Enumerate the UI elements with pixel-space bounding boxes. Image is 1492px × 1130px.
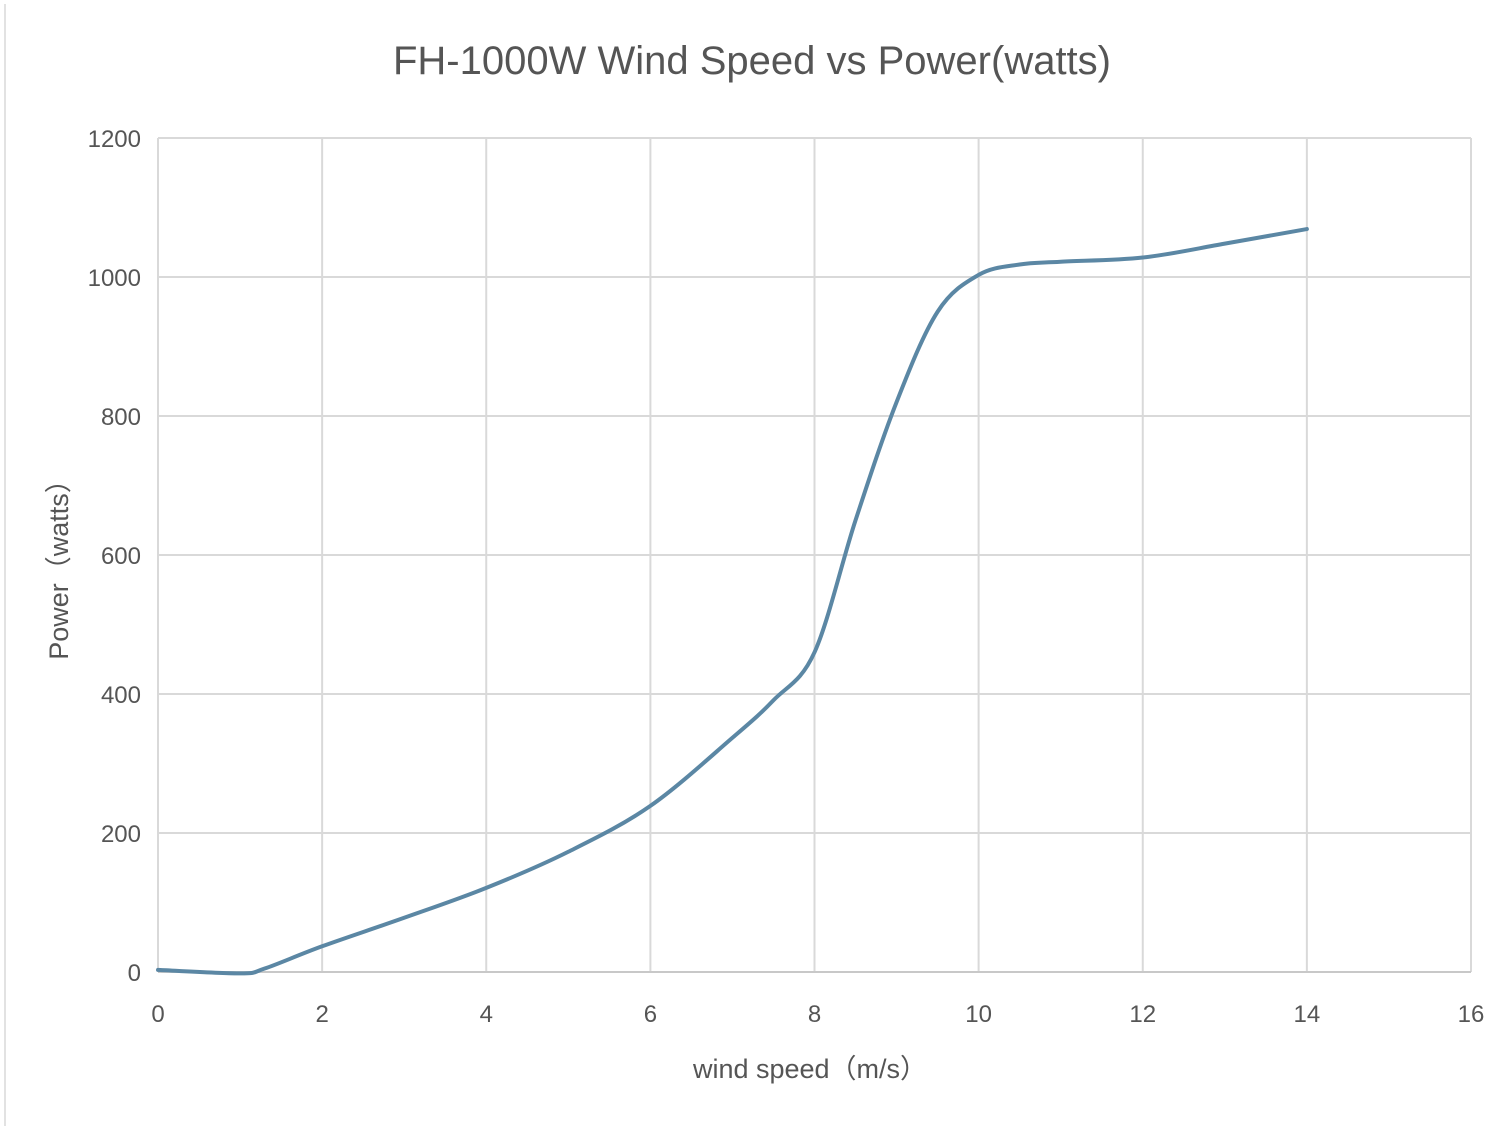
x-tick-label: 0 [151,1001,164,1028]
y-tick-label: 1000 [88,265,141,292]
x-tick-label: 2 [315,1001,328,1028]
x-tick-label: 14 [1294,1001,1321,1028]
grid [157,137,1472,973]
x-tick-label: 12 [1129,1001,1156,1028]
x-axis-ticks: 0 2 4 6 8 10 12 14 16 [151,1001,1484,1028]
x-axis-label: wind speed（m/s） [692,1054,927,1084]
y-tick-label: 600 [101,543,141,570]
x-tick-label: 10 [965,1001,992,1028]
y-tick-label: 1200 [88,126,141,153]
chart-frame [4,4,1488,1126]
y-tick-label: 200 [101,821,141,848]
y-tick-label: 0 [128,960,141,987]
power-curve-line [156,227,1309,976]
x-tick-label: 6 [644,1001,657,1028]
x-tick-label: 4 [480,1001,493,1028]
x-tick-label: 8 [808,1001,821,1028]
y-axis-label: Power（watts） [44,466,74,660]
y-tick-label: 400 [101,682,141,709]
y-tick-label: 800 [101,404,141,431]
chart-title: FH-1000W Wind Speed vs Power(watts) [393,39,1111,83]
y-axis-ticks: 0 200 400 600 800 1000 1200 [88,126,141,987]
x-tick-label: 16 [1458,1001,1485,1028]
